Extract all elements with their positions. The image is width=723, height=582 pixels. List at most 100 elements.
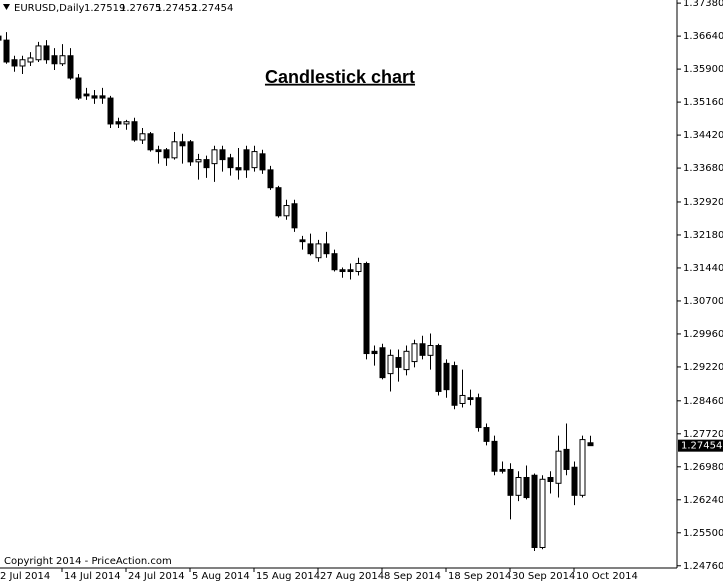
y-tick-label: 1.33680 xyxy=(683,163,723,174)
candle-body xyxy=(43,45,50,61)
candle-body xyxy=(259,153,266,171)
y-tick-label: 1.26980 xyxy=(683,462,723,473)
candle-body xyxy=(91,95,98,99)
y-tick-label: 1.32920 xyxy=(683,197,723,208)
footer: Copyright 2014 - PriceAction.com xyxy=(4,556,172,567)
x-tick-label: 8 Sep 2014 xyxy=(384,571,441,582)
candle-body xyxy=(587,442,594,447)
candle-body xyxy=(267,169,274,189)
header-low: 1.27452 xyxy=(156,3,197,14)
candle-body xyxy=(403,350,410,371)
header-open: 1.27519 xyxy=(84,3,125,14)
candle-body xyxy=(435,345,442,392)
y-tick-label: 1.25500 xyxy=(683,528,723,539)
candle-body xyxy=(35,45,42,61)
candle-body xyxy=(139,133,146,141)
candle-body xyxy=(243,149,250,171)
candle-body xyxy=(147,133,154,151)
candle-body xyxy=(3,39,10,63)
candle-body xyxy=(211,149,218,165)
candle-body xyxy=(107,97,114,125)
candle-body xyxy=(283,205,290,217)
y-tick-label: 1.32180 xyxy=(683,230,723,241)
candle-body xyxy=(555,450,562,484)
candle-body xyxy=(515,476,522,496)
candle-body xyxy=(155,149,162,153)
candle-body xyxy=(475,397,482,429)
candle-body xyxy=(499,468,506,472)
x-tick-label: 30 Sep 2014 xyxy=(512,571,575,582)
candle-body xyxy=(315,243,322,259)
candle-body xyxy=(171,141,178,159)
candle-body xyxy=(275,187,282,217)
candle-body xyxy=(459,394,466,404)
candle-body xyxy=(299,239,306,243)
candle-body xyxy=(251,151,258,169)
candle-body xyxy=(523,476,530,499)
x-tick-label: 27 Aug 2014 xyxy=(320,571,384,582)
candle-body xyxy=(203,159,210,169)
candle-body xyxy=(67,55,74,79)
x-tick-label: 24 Jul 2014 xyxy=(128,571,185,582)
candle-body xyxy=(411,343,418,363)
candle-body xyxy=(123,121,130,125)
candle-body xyxy=(307,243,314,255)
candle-body xyxy=(419,343,426,356)
candle-body xyxy=(339,269,346,273)
candle-body xyxy=(531,474,538,548)
y-tick-label: 1.26240 xyxy=(683,495,723,506)
candle-body xyxy=(443,362,450,391)
candle-body xyxy=(27,57,34,63)
candle-body xyxy=(323,243,330,255)
candle-body xyxy=(347,269,354,273)
y-tick-label: 1.29220 xyxy=(683,362,723,373)
symbol: EURUSD,Daily xyxy=(14,3,85,14)
candle-body xyxy=(227,157,234,169)
candle-body xyxy=(427,345,434,356)
candle-body xyxy=(11,59,18,67)
y-tick-label: 1.24760 xyxy=(683,561,723,572)
price-tag-label: 1.27454 xyxy=(681,441,722,452)
candle-body xyxy=(395,357,402,368)
candle-body xyxy=(163,149,170,159)
x-tick-label: 5 Aug 2014 xyxy=(192,571,250,582)
candle-body xyxy=(99,95,106,99)
header-high: 1.27675 xyxy=(120,3,161,14)
candle-body xyxy=(387,354,394,375)
candle-body xyxy=(547,476,554,483)
candle-body xyxy=(379,347,386,379)
candle-body xyxy=(219,149,226,161)
chart-title: Candlestick chart xyxy=(265,67,415,87)
y-tick-label: 1.29960 xyxy=(683,329,723,340)
candle-body xyxy=(483,427,490,442)
y-tick-label: 1.27720 xyxy=(683,429,723,440)
candle-body xyxy=(331,253,338,271)
candle-body xyxy=(187,141,194,163)
candle-body xyxy=(291,203,298,229)
candle-body xyxy=(75,77,82,99)
candle-body xyxy=(507,468,514,496)
y-tick-label: 1.36640 xyxy=(683,31,723,42)
candle-body xyxy=(539,478,546,548)
x-tick-label: 15 Aug 2014 xyxy=(256,571,320,582)
header-close: 1.27454 xyxy=(192,3,233,14)
candle-body xyxy=(115,121,122,125)
y-tick-label: 1.35900 xyxy=(683,64,723,75)
price-tag xyxy=(678,439,723,452)
y-tick-label: 1.30700 xyxy=(683,296,723,307)
y-tick-label: 1.37380 xyxy=(683,0,723,9)
y-tick-label: 1.28460 xyxy=(683,396,723,407)
candle-body xyxy=(179,141,186,147)
candle-body xyxy=(59,55,66,65)
candle-body xyxy=(363,262,370,355)
candle-body xyxy=(131,121,138,141)
candle-body xyxy=(195,159,202,163)
candle-body xyxy=(491,440,498,472)
x-tick-label: 2 Jul 2014 xyxy=(0,571,50,582)
candle-body xyxy=(0,35,2,41)
candle-body xyxy=(451,365,458,406)
x-tick-label: 14 Jul 2014 xyxy=(64,571,121,582)
y-tick-label: 1.35160 xyxy=(683,97,723,108)
candle-body xyxy=(235,167,242,171)
